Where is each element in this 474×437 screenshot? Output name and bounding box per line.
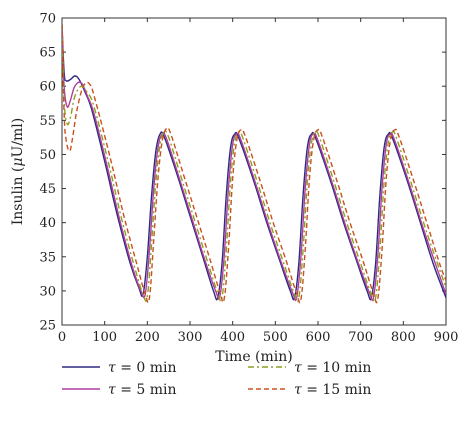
x-tick-label: 200	[135, 330, 160, 345]
series-line-0	[62, 24, 446, 301]
x-tick-label: 300	[178, 330, 203, 345]
y-tick-label: 40	[39, 216, 56, 231]
y-tick-label: 65	[39, 46, 56, 61]
y-axis-label: Insulin (μU/ml)	[10, 118, 26, 225]
x-tick-label: 400	[220, 330, 245, 345]
y-tick-label: 45	[39, 182, 56, 197]
y-axis-label-suffix: U/ml)	[10, 118, 26, 158]
plot-area-frame	[61, 17, 447, 326]
series-lines	[62, 24, 446, 304]
series-line-3	[62, 24, 446, 304]
legend-label-1: τ = 5 min	[108, 382, 177, 398]
y-tick-label: 60	[39, 80, 56, 95]
y-tick-label: 55	[39, 114, 56, 129]
y-tick-label: 50	[39, 148, 56, 163]
y-axis-label-prefix: Insulin (	[10, 167, 26, 226]
x-tick-label: 600	[306, 330, 331, 345]
legend: τ = 0 min τ = 5 min τ = 10 min τ = 15 min	[62, 360, 371, 398]
x-tick-label: 900	[434, 330, 459, 345]
y-tick-label: 70	[39, 12, 56, 27]
x-tick-label: 800	[391, 330, 416, 345]
axis-ticks: 0 100 200 300 400 500 600 700 800 900 25 30 35 40 45 50…	[39, 12, 458, 346]
y-axis-label-mu: μ	[10, 157, 26, 166]
x-axis-label: Time (min)	[215, 349, 293, 365]
legend-label-3: τ = 15 min	[294, 382, 371, 398]
legend-label-0: τ = 0 min	[108, 360, 177, 376]
x-tick-label: 0	[58, 330, 66, 345]
x-tick-label: 500	[263, 330, 288, 345]
legend-label-2: τ = 10 min	[294, 360, 371, 376]
y-tick-label: 25	[39, 319, 56, 334]
x-tick-label: 100	[92, 330, 117, 345]
x-tick-label: 700	[348, 330, 373, 345]
series-line-1	[62, 24, 446, 302]
y-tick-label: 35	[39, 250, 56, 265]
y-tick-label: 30	[39, 284, 56, 299]
series-line-2	[62, 24, 446, 303]
